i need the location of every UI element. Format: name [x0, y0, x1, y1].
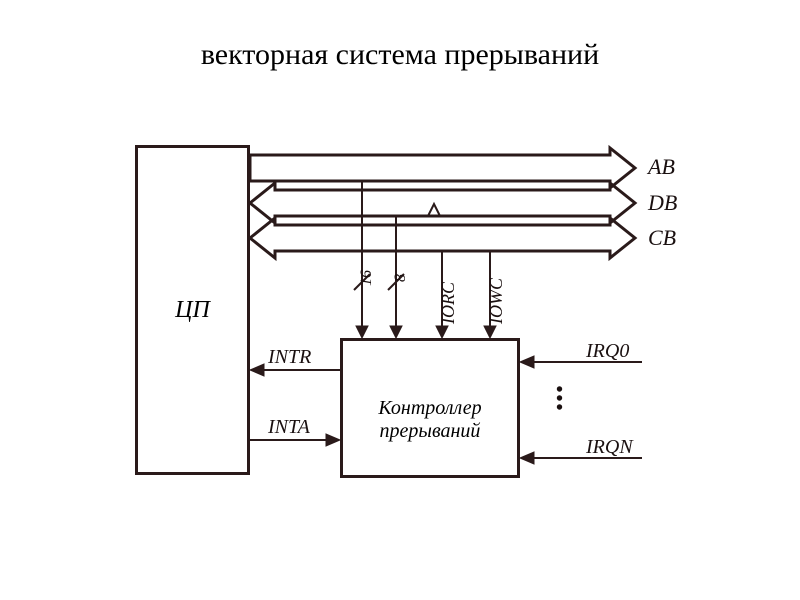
drop-iorc-label: IORC [438, 282, 459, 324]
signal-inta-arrow [326, 434, 340, 446]
signal-inta-label: INTA [268, 416, 310, 439]
bus-db-label: DB [648, 190, 677, 216]
diagram-svg [0, 0, 800, 600]
bus-db-tick [428, 204, 440, 216]
interrupt-system-diagram: ЦП Контроллер прерываний [0, 0, 800, 600]
signal-irq0-label: IRQ0 [586, 340, 629, 363]
ellipsis-dot: • [556, 404, 563, 413]
signal-intr-arrow [250, 364, 264, 376]
drop-8-arrow [390, 326, 402, 338]
drop-iorc-arrow [436, 326, 448, 338]
signal-irqn-arrow [520, 452, 534, 464]
bus-ab [250, 148, 635, 188]
irq-ellipsis: • • • [556, 386, 563, 413]
drop-iowc-arrow [484, 326, 496, 338]
bus-db [250, 183, 635, 223]
bus-cb-label: CB [648, 225, 676, 251]
drop-16-arrow [356, 326, 368, 338]
drop-iowc-label: IOWC [486, 278, 507, 324]
drop-8-label: 8 [392, 274, 410, 282]
signal-irqn-label: IRQN [586, 436, 633, 459]
signal-intr-label: INTR [268, 346, 311, 369]
bus-ab-label: AB [648, 154, 675, 180]
signal-irq0-arrow [520, 356, 534, 368]
drop-16-label: 16 [358, 270, 376, 286]
